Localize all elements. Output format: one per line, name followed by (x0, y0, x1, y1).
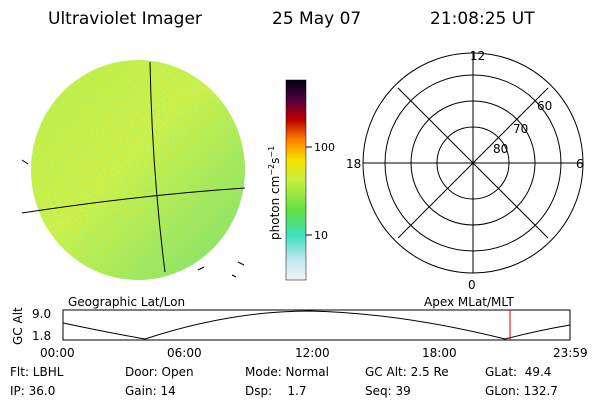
strip-frame (62, 309, 571, 341)
status-field: Dsp: 1.7 (245, 384, 307, 398)
strip-ytick: 1.8 (32, 329, 51, 343)
label-exp: −1 (267, 146, 276, 158)
strip-xtick: 23:59 (553, 346, 588, 360)
colorbar-label: photon cm−2s−1 (267, 146, 282, 240)
footer: Flt: LBHL Door: Open Mode: Normal GC Alt: 2… (10, 365, 558, 398)
status-field: IP: 36.0 (10, 384, 55, 398)
lat-label: 60 (537, 99, 552, 113)
strip-axis-label: GC Alt (11, 307, 25, 345)
strip-title: Geographic Lat/Lon (68, 295, 185, 309)
strip-xtick: 18:00 (422, 346, 457, 360)
uv-image (21, 60, 246, 280)
strip-xtick: 06:00 (167, 346, 202, 360)
polar-grid (362, 52, 584, 274)
status-field: GC Alt: 2.5 Re (365, 365, 449, 379)
status-field: Door: Open (125, 365, 194, 379)
strip-xtick: 12:00 (295, 346, 330, 360)
status-field: GLat: 49.4 (485, 365, 551, 379)
status-field: Mode: Normal (245, 365, 329, 379)
strip-ytick: 9.0 (32, 307, 51, 321)
strip-title: Apex MLat/MLT (424, 295, 514, 309)
lat-label: 70 (513, 122, 528, 136)
strip-xtick: 00:00 (40, 346, 75, 360)
hour-label: 0 (468, 278, 476, 292)
colorbar-tick: 10 (314, 229, 328, 242)
altitude-curve (62, 310, 571, 340)
hour-label: 12 (470, 49, 485, 63)
label-text: s (268, 158, 282, 164)
status-field: Gain: 14 (125, 384, 176, 398)
colorbar: 100 10 photon cm−2s−1 (267, 79, 335, 281)
hour-label: 18 (346, 157, 361, 171)
date: 25 May 07 (272, 9, 361, 29)
status-field: Flt: LBHL (10, 365, 64, 379)
label-exp: −2 (267, 164, 276, 176)
status-field: Seq: 39 (365, 384, 411, 398)
colorbar-tick: 100 (314, 141, 335, 154)
time: 21:08:25 UT (430, 9, 535, 29)
status-field: GLon: 132.7 (485, 384, 558, 398)
lat-label: 80 (493, 142, 508, 156)
title: Ultraviolet Imager (48, 9, 202, 29)
label-text: photon cm (268, 176, 282, 240)
hour-label: 6 (576, 157, 584, 171)
